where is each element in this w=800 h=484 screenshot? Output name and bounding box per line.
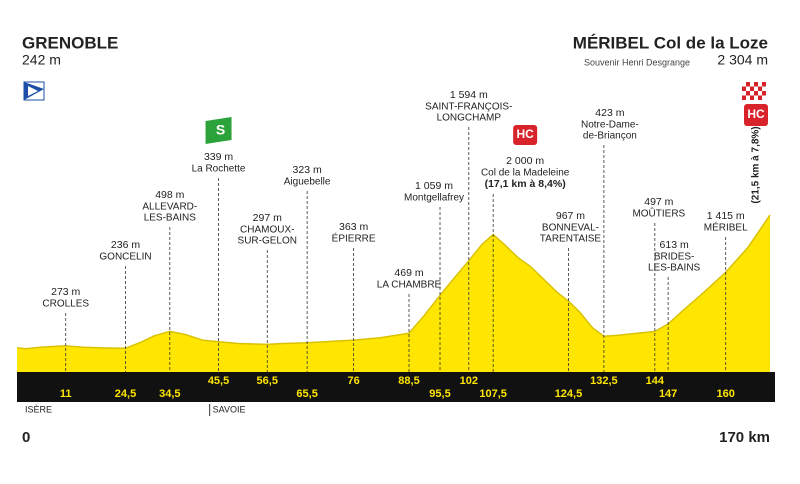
waypoint-altitude: 297 m <box>253 212 282 224</box>
waypoint-name: ALLEVARD- <box>142 202 197 213</box>
waypoint-altitude: 1 415 m <box>707 210 745 222</box>
start-arrow <box>28 86 38 96</box>
flag-square <box>750 82 754 87</box>
hc-badge <box>513 125 538 145</box>
waypoint-altitude: 498 m <box>155 189 184 201</box>
waypoint-name: CROLLES <box>42 299 89 310</box>
waypoint-name: ÉPIERRE <box>332 232 376 245</box>
km-label: 24,5 <box>115 388 136 400</box>
flag-square <box>750 91 754 96</box>
profile-line <box>16 214 771 350</box>
flag-square <box>762 86 766 91</box>
start-flag-frame <box>23 81 45 101</box>
hc-badge <box>744 104 768 126</box>
waypoint-name: Col de la Madeleine <box>481 168 570 179</box>
km-label: 65,5 <box>296 388 317 400</box>
waypoint-name: MÉRIBEL <box>704 221 748 234</box>
waypoint-name: GONCELIN <box>99 252 151 263</box>
start-name: GRENOBLE <box>22 33 118 52</box>
waypoint-altitude: 363 m <box>339 221 368 233</box>
waypoint-name: Aiguebelle <box>284 177 331 188</box>
flag-square <box>754 95 758 100</box>
km-label: 147 <box>659 388 677 400</box>
start-km: 0 <box>22 429 30 446</box>
waypoint-altitude: 423 m <box>595 107 624 119</box>
km-label: 144 <box>646 375 665 387</box>
waypoint-altitude: 497 m <box>644 196 673 208</box>
hc-text: HC <box>747 107 765 121</box>
finish-altitude: 2 304 m <box>717 52 768 68</box>
km-label: 45,5 <box>208 375 229 387</box>
finish-flag <box>742 82 766 100</box>
waypoint-altitude: 273 m <box>51 286 80 298</box>
km-label: 56,5 <box>257 375 278 387</box>
flag-square <box>758 91 762 96</box>
waypoint-name: LES-BAINS <box>144 213 197 224</box>
km-label: 124,5 <box>555 388 583 400</box>
waypoint-name: La Rochette <box>192 164 246 175</box>
flag-square <box>758 82 762 87</box>
climb-info: (17,1 km à 8,4%) <box>485 178 566 190</box>
waypoint-altitude: 323 m <box>293 164 322 176</box>
waypoint-name: LES-BAINS <box>648 263 701 274</box>
waypoint-altitude: 1 594 m <box>450 89 488 101</box>
km-band <box>17 372 775 402</box>
km-label: 76 <box>348 375 360 387</box>
finish-km: 170 km <box>719 429 770 446</box>
flag-square <box>742 82 746 87</box>
flag-square <box>754 86 758 91</box>
waypoint-altitude: 1 059 m <box>415 180 453 192</box>
waypoint-name: CHAMOUX- <box>240 225 294 236</box>
finish-climb: (21,5 km à 7,8%) <box>751 126 762 203</box>
km-label: 88,5 <box>398 375 419 387</box>
waypoint-name: TARENTAISE <box>540 234 602 245</box>
waypoint-altitude: 2 000 m <box>506 155 544 167</box>
waypoint-name: de-Briançon <box>583 131 637 142</box>
waypoint-name: SUR-GELON <box>238 236 297 247</box>
flag-square <box>746 95 750 100</box>
finish-subtitle: Souvenir Henri Desgrange <box>584 57 690 67</box>
flag-square <box>746 86 750 91</box>
waypoint-name: BONNEVAL- <box>542 223 599 234</box>
waypoint-name: BRIDES- <box>654 252 695 263</box>
region-name: SAVOIE <box>213 404 246 414</box>
waypoint-name: Notre-Dame- <box>581 120 639 131</box>
km-label: 132,5 <box>590 375 618 387</box>
waypoint-name: MOÛTIERS <box>632 207 685 220</box>
waypoint-altitude: 967 m <box>556 210 585 222</box>
finish-name: MÉRIBEL Col de la Loze <box>573 33 768 52</box>
waypoint-name: Montgellafrey <box>404 193 464 204</box>
waypoint-name: SAINT-FRANÇOIS- <box>425 102 512 113</box>
waypoint-name: LONGCHAMP <box>437 113 502 124</box>
waypoint-name: LA CHAMBRE <box>377 280 442 291</box>
flag-square <box>762 95 766 100</box>
sprint-badge <box>205 117 232 144</box>
sprint-text: S <box>216 122 225 138</box>
waypoint-altitude: 339 m <box>204 151 233 163</box>
km-label: 160 <box>717 388 735 400</box>
km-label: 11 <box>60 388 72 400</box>
region-name: ISÈRE <box>25 404 52 414</box>
profile-area <box>17 215 770 372</box>
km-label: 107,5 <box>479 388 507 400</box>
waypoint-altitude: 613 m <box>660 239 689 251</box>
km-label: 102 <box>460 375 478 387</box>
km-label: 95,5 <box>429 388 450 400</box>
km-label: 34,5 <box>159 388 180 400</box>
waypoint-altitude: 469 m <box>394 267 423 279</box>
hc-text: HC <box>516 127 534 141</box>
start-altitude: 242 m <box>22 52 61 68</box>
waypoint-altitude: 236 m <box>111 239 140 251</box>
flag-square <box>742 91 746 96</box>
